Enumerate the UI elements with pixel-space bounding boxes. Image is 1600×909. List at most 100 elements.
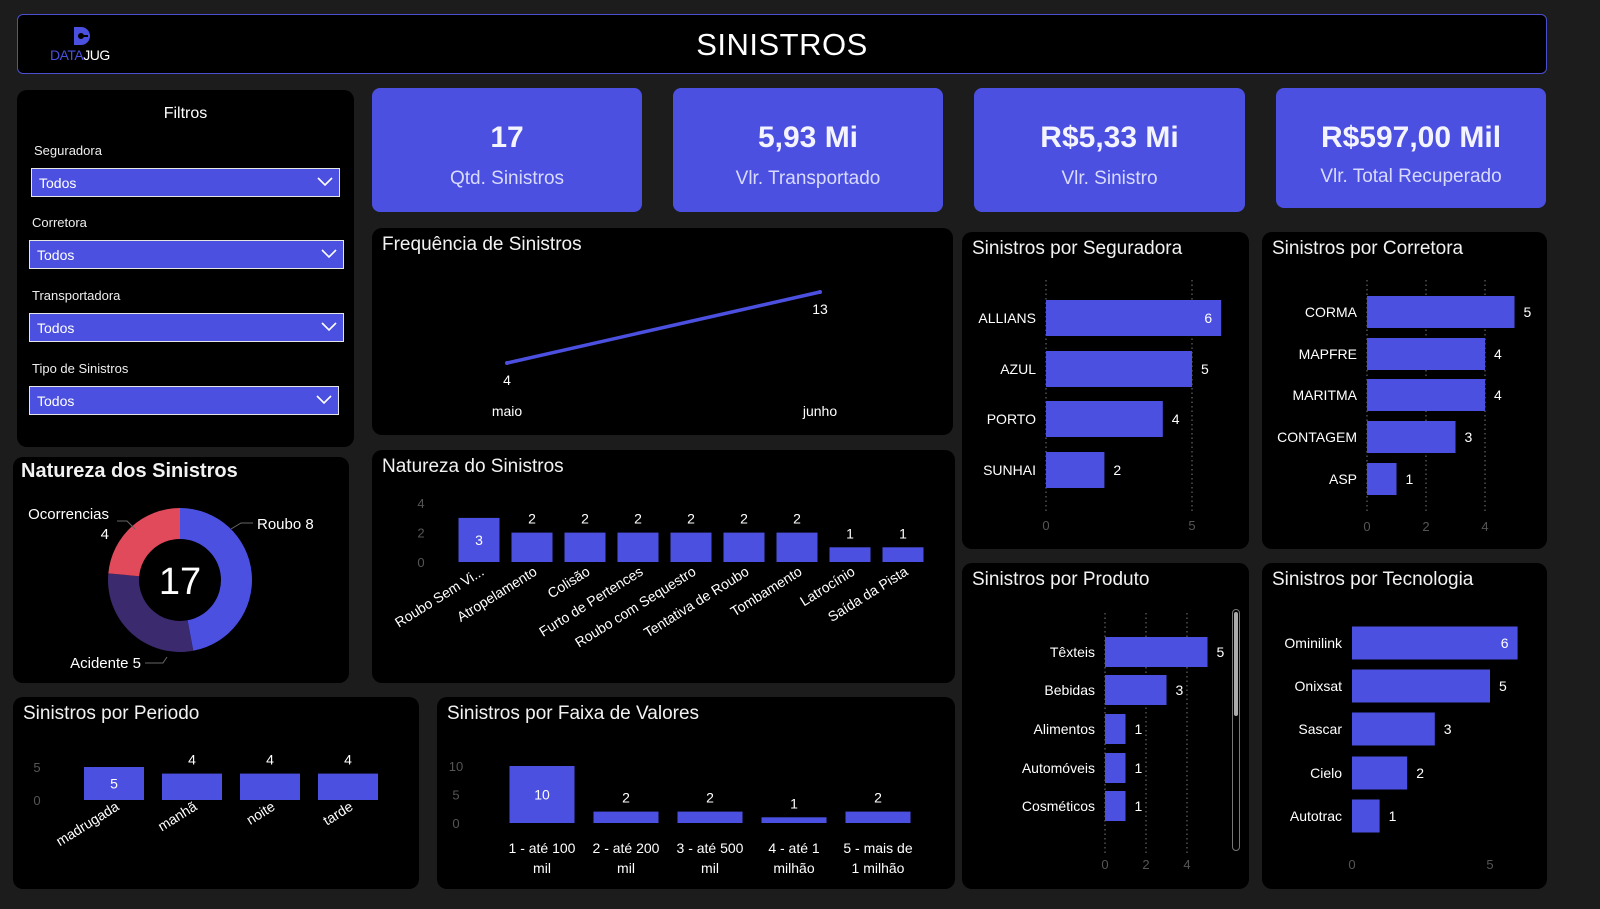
bar <box>1367 379 1485 411</box>
chart-svg: 0 2 4 Têxteis 5 Bebidas 3 Alimentos 1 Automóveis 1… <box>1022 613 1225 872</box>
x-tick-label: 4 <box>1481 519 1488 534</box>
panel-title: Frequência de Sinistros <box>382 234 582 255</box>
dropdown-value: Todos <box>39 175 77 191</box>
logo-d-icon <box>74 27 90 45</box>
x-tick-label: 4 <box>1183 857 1190 872</box>
bar <box>1352 799 1380 833</box>
data-label: 4 <box>503 372 511 388</box>
sinistros-por-periodo-panel: 0 5 5 madrugada 4 manhã 4 noite 4 tarde Sinistros… <box>13 697 419 889</box>
header-bar: DATAJUG SINISTROS <box>17 14 1547 74</box>
natureza-dos-sinistros-panel: 17 Roubo 8 Acidente 5 Ocorrencias 4 Natureza… <box>13 457 349 683</box>
category-label: 2 - até 200 mil <box>593 840 660 876</box>
transportadora-dropdown[interactable]: Todos <box>29 313 344 342</box>
chart-svg: 0 2 4 CORMA 5 MAPFRE 4 MARITMA 4 CONTAGEM 3 ASP 1 <box>1277 280 1532 534</box>
category-label-line: mil <box>701 860 719 876</box>
vertical-scrollbar[interactable] <box>1232 609 1240 851</box>
y-tick-label: 0 <box>417 555 424 570</box>
panel-title: Sinistros por Periodo <box>23 703 200 724</box>
corretora-dropdown[interactable]: Todos <box>29 240 344 269</box>
bar <box>84 767 144 800</box>
filters-panel: Filtros Seguradora Todos Corretora Todos… <box>17 90 354 447</box>
data-label: 2 <box>740 511 748 527</box>
category-label: AZUL <box>1000 361 1036 377</box>
data-label: 1 <box>1406 471 1414 487</box>
scrollbar-thumb[interactable] <box>1234 612 1238 716</box>
x-category-label: maio <box>492 403 523 419</box>
x-tick-label: 0 <box>1363 519 1370 534</box>
data-label: 5 <box>1217 644 1225 660</box>
category-label-line: milhão <box>773 860 814 876</box>
seguradora-dropdown[interactable]: Todos <box>31 168 340 197</box>
category-label: madrugada <box>53 798 122 849</box>
filter-label-corretora: Corretora <box>32 215 87 230</box>
data-label: 3 <box>1465 429 1473 445</box>
data-label: 5 <box>110 776 118 792</box>
datajug-logo: DATAJUG <box>50 25 114 67</box>
category-label: 1 - até 100 mil <box>509 840 576 876</box>
slice-value: 8 <box>301 516 314 533</box>
kpi-label: Vlr. Total Recuperado <box>1320 166 1502 187</box>
bar <box>564 532 606 562</box>
slice-name: Acidente <box>70 655 128 672</box>
sinistros-por-seguradora-panel: 0 5 ALLIANS 6 AZUL 5 PORTO 4 SUNHAI 2 Sinistros p… <box>962 232 1249 549</box>
chart-svg: 4 maio 13 junho <box>492 290 837 419</box>
category-label-line: 1 milhão <box>852 860 905 876</box>
bar <box>882 547 924 562</box>
bar <box>1352 712 1435 746</box>
x-tick-label: 0 <box>1042 518 1049 533</box>
donut-center-total: 17 <box>159 561 201 603</box>
dropdown-value: Todos <box>37 247 75 263</box>
y-tick-label: 2 <box>417 526 424 541</box>
tipo-sinistros-dropdown[interactable]: Todos <box>29 386 339 415</box>
donut-slice-ocorrencias <box>108 508 180 577</box>
data-label: 2 <box>581 511 589 527</box>
panel-title: Sinistros por Produto <box>972 569 1150 590</box>
bar <box>776 532 818 562</box>
leader-line <box>117 520 136 530</box>
bar <box>1367 463 1397 495</box>
slice-value: 5 <box>128 655 141 672</box>
bar <box>617 532 659 562</box>
donut-slice-roubo <box>180 508 253 651</box>
data-label: 5 <box>1201 361 1209 377</box>
slice-label-ocorrencias: Ocorrencias <box>28 506 109 523</box>
data-label: 6 <box>1501 635 1509 651</box>
x-tick-label: 0 <box>1101 857 1108 872</box>
slice-value-ocorrencias: 4 <box>101 526 109 543</box>
category-label: 4 - até 1 milhão <box>768 840 820 876</box>
sinistros-por-faixa-panel: 0 5 10 10 1 - até 100 mil 2 2 - até 200 mil 2 3 - … <box>437 697 955 889</box>
bar <box>1046 351 1192 387</box>
dropdown-value: Todos <box>37 320 75 336</box>
series-line <box>506 290 821 365</box>
data-label: 2 <box>528 511 536 527</box>
y-tick-label: 0 <box>33 793 40 808</box>
category-label: Sascar <box>1298 721 1342 737</box>
data-label: 4 <box>188 752 196 768</box>
data-label: 2 <box>1416 765 1424 781</box>
panel-title: Natureza do Sinistros <box>382 456 564 477</box>
y-tick-label: 0 <box>452 816 459 831</box>
bar <box>1046 300 1222 336</box>
category-label-line: 3 - até 500 <box>677 840 744 856</box>
slice-name: Roubo <box>257 516 301 533</box>
category-label: Ominilink <box>1284 635 1343 651</box>
kpi-label: Qtd. Sinistros <box>449 168 565 189</box>
kpi-vlr-sinistro: R$5,33 Mi Vlr. Sinistro <box>974 88 1245 212</box>
data-label: 1 <box>1389 808 1397 824</box>
category-label: CONTAGEM <box>1277 429 1357 445</box>
panel-title: Natureza dos Sinistros <box>21 460 238 482</box>
bar <box>670 532 712 562</box>
data-label: 1 <box>1135 760 1143 776</box>
category-label: Autotrac <box>1290 808 1342 824</box>
category-label-line: mil <box>617 860 635 876</box>
data-label: 3 <box>475 532 483 548</box>
kpi-vlr-total-recuperado: R$597,00 Mil Vlr. Total Recuperado <box>1276 88 1546 208</box>
bar <box>1105 637 1208 667</box>
data-label: 1 <box>899 525 907 541</box>
bar <box>162 773 222 800</box>
bar <box>761 817 827 823</box>
panel-title: Sinistros por Tecnologia <box>1272 569 1474 590</box>
data-label: 2 <box>687 511 695 527</box>
filters-title: Filtros <box>163 105 208 122</box>
x-tick-label: 5 <box>1188 518 1195 533</box>
